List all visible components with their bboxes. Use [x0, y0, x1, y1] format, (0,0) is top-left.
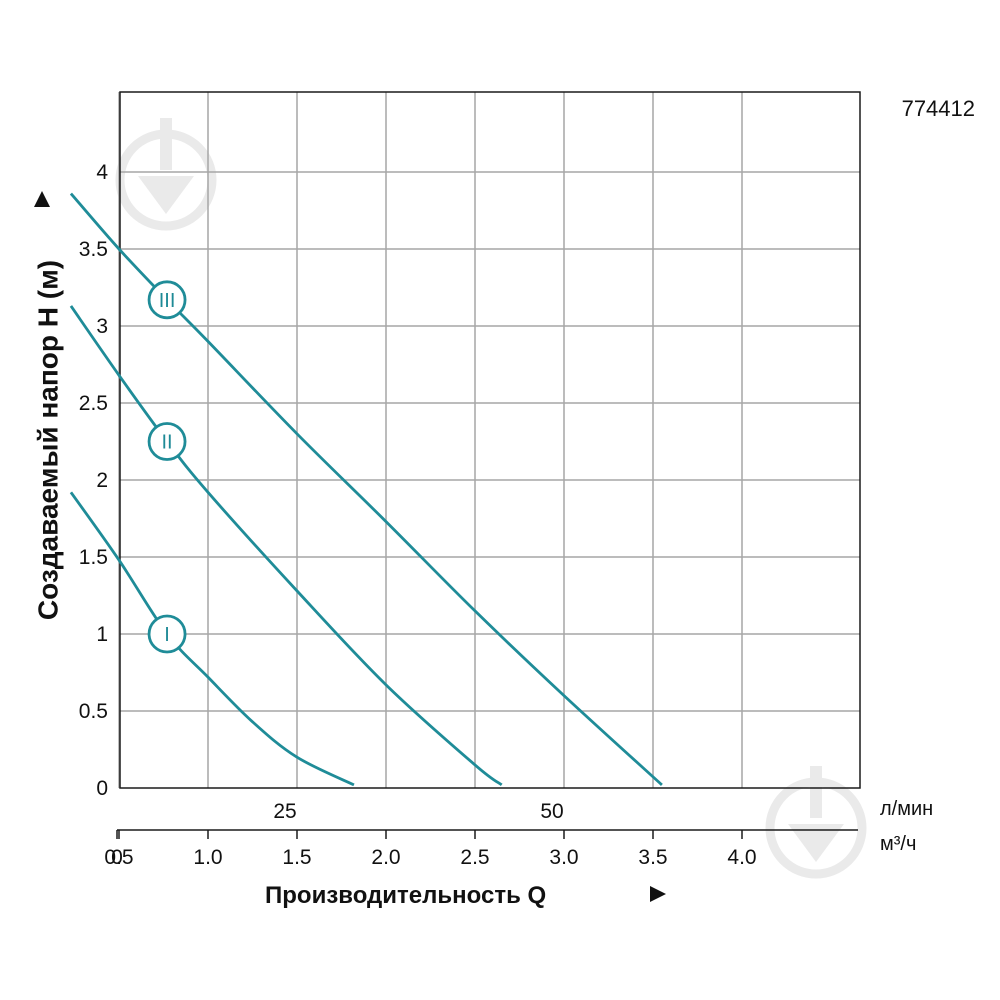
secondary-x-tick-label: 50: [540, 800, 563, 823]
y-tick-label: 0.5: [79, 700, 108, 723]
x-tick-label: 3.5: [638, 846, 667, 869]
curve-label-I: I: [164, 624, 170, 646]
secondary-x-tick-labels: 25 50: [273, 800, 563, 823]
y-tick-labels: 0 0.5 1 1.5 2 2.5 3 3.5 4: [79, 161, 109, 800]
curve-II: [69, 305, 503, 787]
curve-marker-I: [147, 614, 187, 654]
curve-I: [69, 491, 355, 787]
secondary-x-unit: л/мин: [880, 798, 933, 820]
y-tick-label: 3: [96, 315, 108, 338]
x-tick-label: 3.0: [549, 846, 578, 869]
y-tick-label: 4: [96, 161, 108, 184]
y-axis-arrow-icon: [34, 191, 50, 207]
curve-label-III: III: [159, 290, 176, 312]
y-tick-label: 1: [96, 623, 108, 646]
y-axis-label: Создаваемый напор H (м): [32, 260, 63, 620]
x-tick-label: 2.5: [460, 846, 489, 869]
x-unit: м³/ч: [880, 833, 916, 855]
curve-label-II: II: [161, 432, 172, 454]
curve-marker-III: [147, 280, 187, 320]
y-axis-title: Создаваемый напор H (м): [32, 260, 63, 620]
curve-III: [69, 192, 663, 786]
x-tick-label: 0.5: [104, 846, 133, 869]
y-tick-label: 0: [96, 777, 108, 800]
x-tick-label: 1.0: [193, 846, 222, 869]
x-tick-label: 1.5: [282, 846, 311, 869]
x-tick-label: 2.0: [371, 846, 400, 869]
x-axis-title: Производительность Q: [265, 882, 666, 909]
x-tick-marks: [116, 830, 743, 839]
x-axis-label: Производительность Q: [265, 882, 546, 909]
secondary-x-tick-label: 25: [273, 800, 296, 823]
x-tick-label: 4.0: [727, 846, 756, 869]
model-code: 774412: [902, 96, 975, 121]
plot-frame: [119, 91, 861, 789]
chart-grid: [118, 92, 860, 788]
x-tick-label: 0: [111, 846, 123, 869]
drop-logo-icon: [765, 766, 867, 879]
x-tick-labels: 00.5 1.0 1.5 2.0 2.5 3.0 3.5 4.0: [104, 846, 756, 869]
y-tick-label: 3.5: [79, 238, 108, 261]
y-tick-label: 1.5: [79, 546, 108, 569]
y-tick-label: 2.5: [79, 392, 108, 415]
curve-marker-II: [147, 422, 187, 461]
y-tick-label: 2: [96, 469, 108, 492]
x-axis-arrow-icon: [650, 886, 666, 902]
